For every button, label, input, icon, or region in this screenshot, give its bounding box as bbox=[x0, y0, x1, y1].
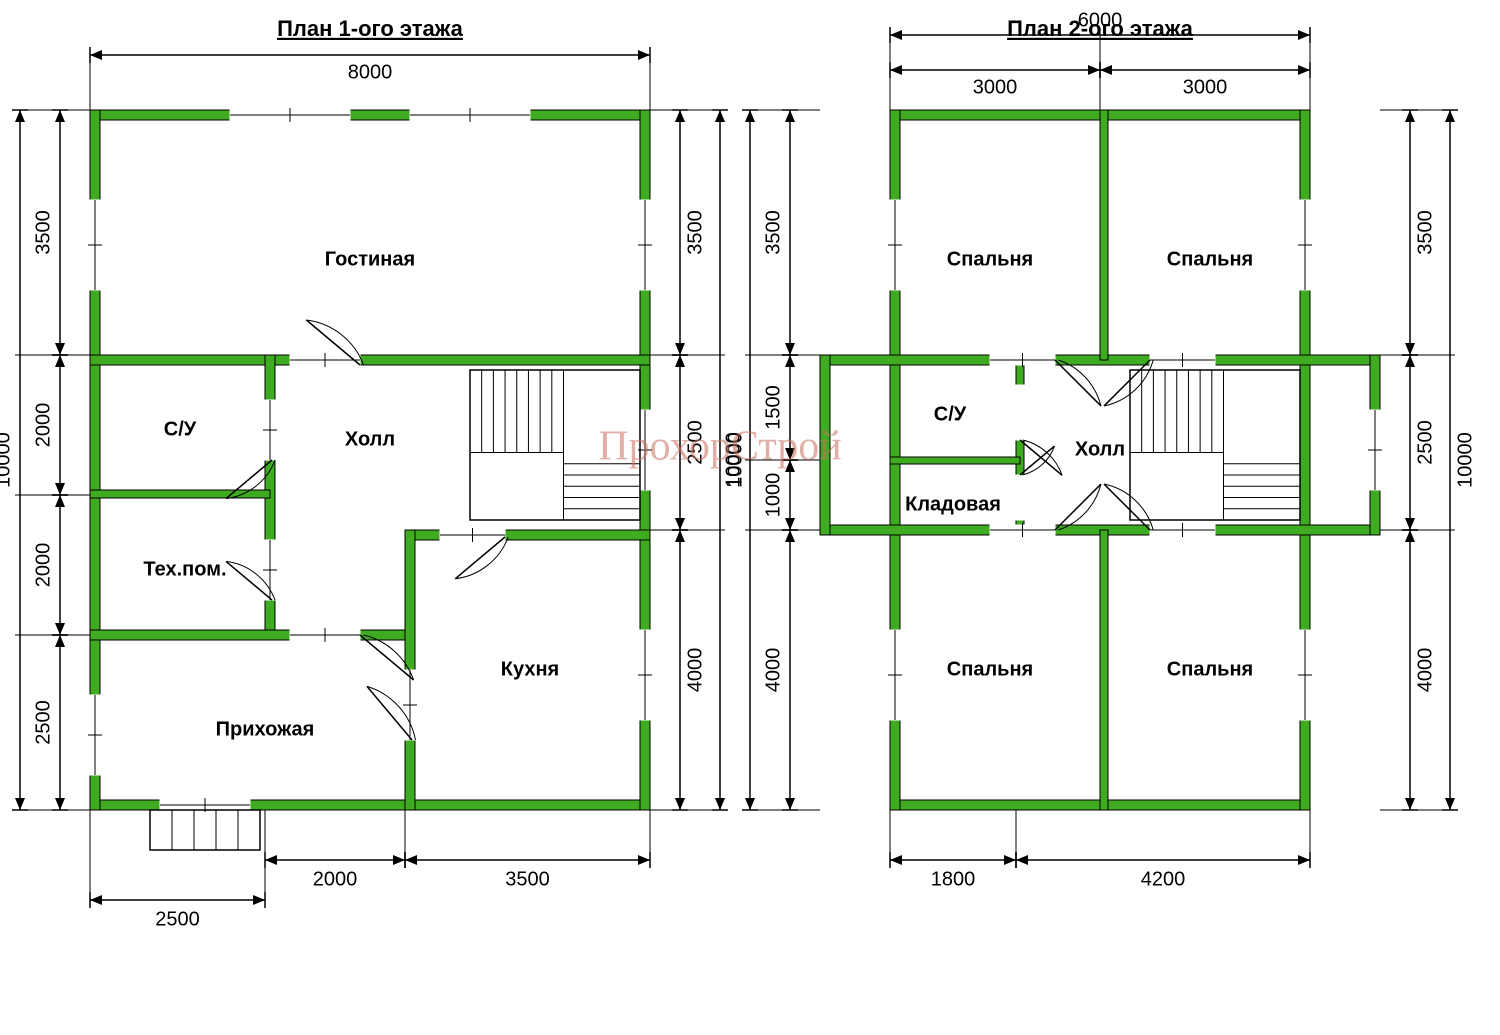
floor-plan: Спальня Спальня С/У Холл Кладовая Спальня Спал… bbox=[820, 110, 1382, 810]
floorplans: Гостиная С/У Холл Тех.пом. Прихожая Кухня План… bbox=[0, 0, 1500, 1035]
svg-text:3500: 3500 bbox=[32, 210, 54, 255]
svg-text:8000: 8000 bbox=[348, 61, 393, 83]
room-label: Спальня bbox=[947, 248, 1033, 270]
room-label: Холл bbox=[1075, 438, 1125, 460]
svg-text:2000: 2000 bbox=[313, 868, 358, 890]
svg-text:2500: 2500 bbox=[155, 908, 200, 930]
room-label: Тех.пом. bbox=[143, 558, 226, 580]
svg-text:10000: 10000 bbox=[1454, 432, 1476, 488]
svg-text:3500: 3500 bbox=[1414, 210, 1436, 255]
svg-text:1800: 1800 bbox=[931, 868, 976, 890]
floor-plan: Гостиная С/У Холл Тех.пом. Прихожая Кухня bbox=[88, 108, 652, 850]
svg-text:2000: 2000 bbox=[32, 403, 54, 448]
room-label: С/У bbox=[934, 403, 967, 425]
room-label: Кладовая bbox=[905, 493, 1001, 515]
svg-text:4000: 4000 bbox=[762, 648, 784, 693]
room-label: Холл bbox=[345, 428, 395, 450]
svg-text:4200: 4200 bbox=[1141, 868, 1186, 890]
svg-text:2500: 2500 bbox=[1414, 420, 1436, 465]
room-label: Спальня bbox=[947, 658, 1033, 680]
room-label: С/У bbox=[164, 418, 197, 440]
room-label: Прихожая bbox=[216, 718, 315, 740]
svg-text:3500: 3500 bbox=[505, 868, 550, 890]
svg-text:2500: 2500 bbox=[32, 700, 54, 745]
svg-text:3500: 3500 bbox=[762, 210, 784, 255]
room-label: Кухня bbox=[501, 658, 559, 680]
room-label: Спальня bbox=[1167, 658, 1253, 680]
svg-text:10000: 10000 bbox=[0, 432, 14, 488]
svg-text:4000: 4000 bbox=[684, 648, 706, 693]
room-label: Гостиная bbox=[325, 248, 415, 270]
svg-text:3500: 3500 bbox=[684, 210, 706, 255]
svg-text:2000: 2000 bbox=[32, 543, 54, 588]
floor-title: План 1-ого этажа bbox=[277, 16, 464, 41]
room-label: Спальня bbox=[1167, 248, 1253, 270]
svg-text:4000: 4000 bbox=[1414, 648, 1436, 693]
svg-text:3000: 3000 bbox=[1183, 76, 1228, 98]
watermark: ПрохорСтрой bbox=[598, 424, 842, 470]
svg-text:1000: 1000 bbox=[762, 473, 784, 518]
svg-text:3000: 3000 bbox=[973, 76, 1018, 98]
svg-text:6000: 6000 bbox=[1078, 9, 1123, 31]
